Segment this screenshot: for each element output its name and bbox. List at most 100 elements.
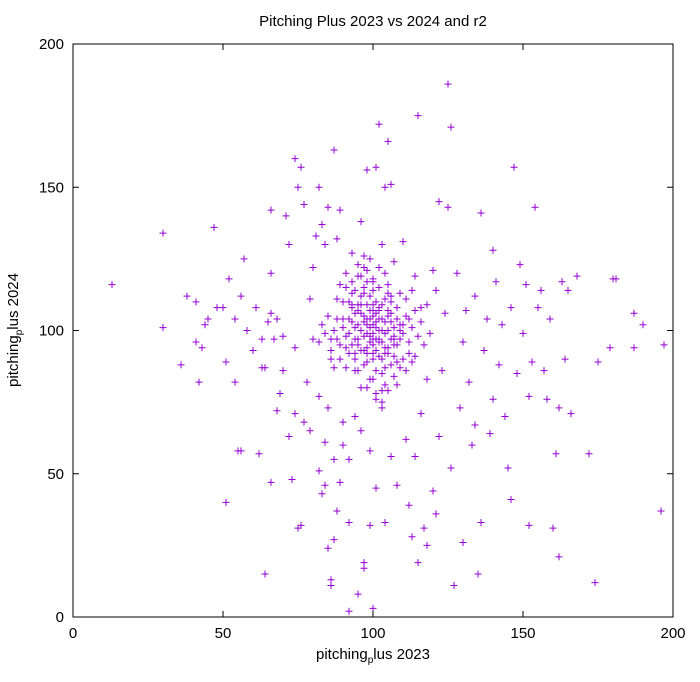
data-point	[381, 381, 389, 389]
data-point	[399, 238, 407, 246]
data-point	[330, 364, 338, 372]
data-point	[363, 278, 371, 286]
data-point	[330, 536, 338, 544]
plot-area	[108, 80, 668, 615]
data-point	[381, 518, 389, 526]
data-point	[639, 321, 647, 329]
data-point	[411, 453, 419, 461]
data-point	[492, 278, 500, 286]
data-point	[384, 312, 392, 320]
data-point	[351, 335, 359, 343]
data-point	[360, 361, 368, 369]
data-point	[345, 315, 353, 323]
data-point	[378, 387, 386, 395]
data-point	[273, 315, 281, 323]
data-point	[342, 364, 350, 372]
data-point	[384, 281, 392, 289]
data-point	[339, 315, 347, 323]
data-point	[273, 407, 281, 415]
data-point	[363, 301, 371, 309]
data-point	[177, 361, 185, 369]
data-point	[519, 329, 527, 337]
data-point	[345, 607, 353, 615]
data-point	[360, 263, 368, 271]
data-point	[402, 295, 410, 303]
data-point	[192, 338, 200, 346]
data-point	[237, 292, 245, 300]
data-point	[375, 327, 383, 334]
data-point	[393, 304, 401, 312]
data-point	[399, 355, 407, 363]
data-point	[522, 281, 530, 289]
data-point	[417, 410, 425, 418]
data-point	[297, 163, 305, 171]
data-point	[345, 349, 353, 357]
data-point	[378, 355, 386, 363]
data-point	[441, 309, 449, 317]
data-point	[447, 123, 455, 131]
data-point	[432, 286, 440, 294]
data-point	[348, 341, 356, 349]
data-point	[354, 261, 362, 269]
data-point	[363, 329, 371, 337]
data-point	[435, 198, 443, 206]
data-point	[426, 329, 434, 337]
x-tick-label: 150	[510, 625, 535, 642]
data-point	[369, 335, 377, 343]
data-point	[327, 355, 335, 363]
data-point	[558, 278, 566, 286]
data-point	[321, 329, 329, 337]
data-point	[657, 507, 665, 515]
data-point	[213, 304, 221, 312]
data-point	[204, 315, 212, 323]
data-point	[345, 298, 353, 306]
data-point	[393, 315, 401, 323]
data-point	[315, 183, 323, 191]
data-point	[393, 481, 401, 489]
data-point	[405, 338, 413, 346]
data-point	[219, 304, 227, 312]
data-point	[297, 521, 305, 529]
data-point	[375, 263, 383, 271]
data-point	[555, 553, 563, 561]
data-point	[324, 203, 332, 211]
data-point	[660, 341, 668, 349]
x-axis-label: pitchingplus 2023	[316, 646, 430, 666]
x-axis-label-subscript: p	[368, 655, 374, 666]
data-point	[462, 306, 470, 314]
data-point	[348, 289, 356, 297]
data-point	[540, 367, 548, 375]
data-point	[366, 447, 374, 455]
data-point	[306, 295, 314, 303]
data-point	[363, 166, 371, 174]
data-point	[369, 604, 377, 612]
data-point	[345, 518, 353, 526]
data-point	[606, 344, 614, 352]
data-point	[360, 347, 368, 355]
data-point	[375, 335, 383, 343]
x-axis-label-rest: lus 2023	[373, 646, 430, 663]
data-point	[288, 475, 296, 483]
data-point	[381, 344, 389, 352]
data-point	[372, 395, 380, 403]
data-point	[420, 524, 428, 532]
data-point	[372, 298, 380, 306]
data-point	[408, 324, 416, 332]
data-point	[369, 349, 377, 357]
data-point	[357, 218, 365, 226]
data-point	[384, 387, 392, 395]
data-point	[378, 338, 386, 346]
data-point	[384, 349, 392, 357]
data-point	[423, 541, 431, 549]
data-point	[324, 544, 332, 552]
data-point	[396, 289, 404, 297]
data-point	[429, 487, 437, 495]
data-point	[411, 272, 419, 280]
data-point	[360, 332, 368, 340]
data-point	[360, 252, 368, 260]
data-point	[363, 384, 371, 392]
data-point	[354, 367, 362, 375]
data-point	[306, 427, 314, 435]
data-point	[336, 341, 344, 349]
